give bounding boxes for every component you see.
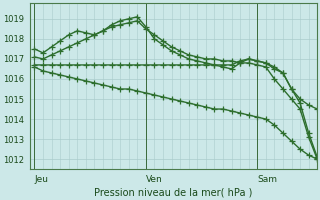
X-axis label: Pression niveau de la mer( hPa ): Pression niveau de la mer( hPa ) — [94, 187, 253, 197]
